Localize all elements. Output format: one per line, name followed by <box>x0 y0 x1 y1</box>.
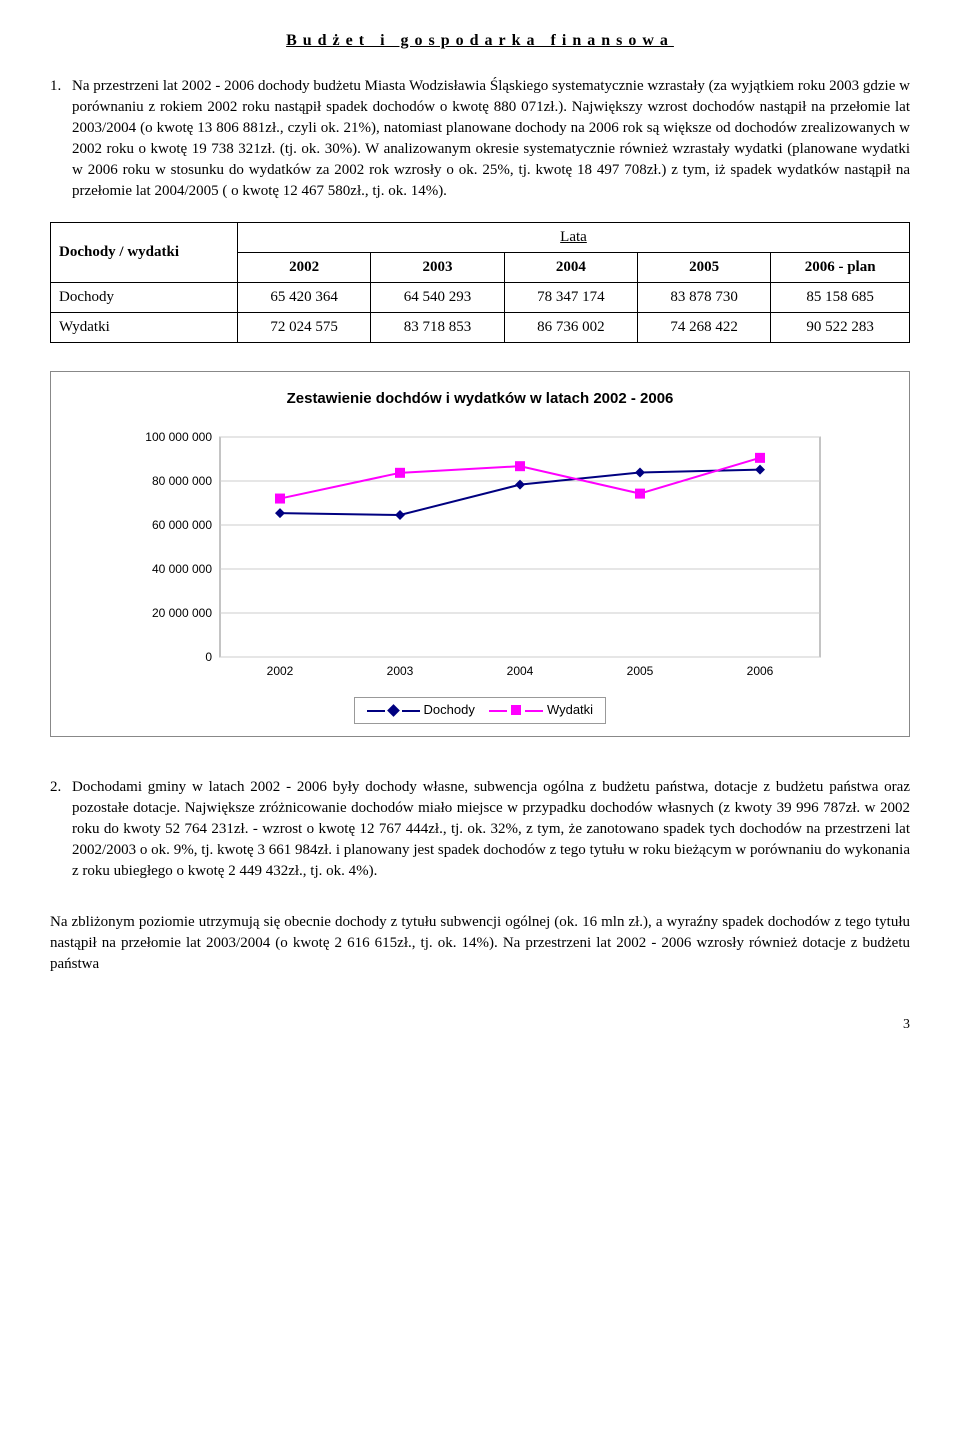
cell: 72 024 575 <box>238 313 371 343</box>
legend-line-dochody <box>402 710 420 712</box>
table-header-row-1: Dochody / wydatki Lata <box>51 223 910 253</box>
svg-text:60 000 000: 60 000 000 <box>152 518 212 532</box>
cell: 83 718 853 <box>371 313 504 343</box>
year-col: 2006 - plan <box>771 253 910 283</box>
cell: 64 540 293 <box>371 283 504 313</box>
row-label: Dochody <box>51 283 238 313</box>
list-number-1: 1. <box>50 76 72 202</box>
legend-label-dochody: Dochody <box>424 702 475 717</box>
diamond-icon <box>387 704 400 717</box>
square-icon <box>511 705 521 715</box>
svg-text:2002: 2002 <box>267 664 294 678</box>
cell: 85 158 685 <box>771 283 910 313</box>
year-col: 2004 <box>504 253 637 283</box>
table-lata-header: Lata <box>238 223 910 253</box>
svg-text:0: 0 <box>205 650 212 664</box>
cell: 90 522 283 <box>771 313 910 343</box>
year-col: 2002 <box>238 253 371 283</box>
page-number: 3 <box>50 1015 910 1035</box>
paragraph-1-text: Na przestrzeni lat 2002 - 2006 dochody b… <box>72 76 910 202</box>
table-row: Dochody 65 420 364 64 540 293 78 347 174… <box>51 283 910 313</box>
row-label: Wydatki <box>51 313 238 343</box>
svg-text:100 000 000: 100 000 000 <box>145 430 212 444</box>
svg-text:80 000 000: 80 000 000 <box>152 474 212 488</box>
cell: 86 736 002 <box>504 313 637 343</box>
svg-text:40 000 000: 40 000 000 <box>152 562 212 576</box>
table-header-label: Dochody / wydatki <box>51 223 238 283</box>
data-table: Dochody / wydatki Lata 2002 2003 2004 20… <box>50 222 910 343</box>
list-number-2: 2. <box>50 777 72 882</box>
cell: 74 268 422 <box>637 313 770 343</box>
legend-line-wydatki <box>525 710 543 712</box>
paragraph-1: 1. Na przestrzeni lat 2002 - 2006 dochod… <box>50 76 910 202</box>
legend-line-wydatki <box>489 710 507 712</box>
year-col: 2003 <box>371 253 504 283</box>
line-chart: 0 20 000 000 40 000 000 60 000 000 80 000 00… <box>120 427 840 687</box>
legend-line-dochody <box>367 710 385 712</box>
svg-text:20 000 000: 20 000 000 <box>152 606 212 620</box>
cell: 65 420 364 <box>238 283 371 313</box>
paragraph-3: Na zbliżonym poziomie utrzymują się obec… <box>50 912 910 975</box>
legend-label-wydatki: Wydatki <box>547 702 593 717</box>
paragraph-2-text: Dochodami gminy w latach 2002 - 2006 był… <box>72 777 910 882</box>
cell: 83 878 730 <box>637 283 770 313</box>
paragraph-2: 2. Dochodami gminy w latach 2002 - 2006 … <box>50 777 910 882</box>
chart-title: Zestawienie dochdów i wydatków w latach … <box>71 388 889 409</box>
cell: 78 347 174 <box>504 283 637 313</box>
year-col: 2005 <box>637 253 770 283</box>
svg-text:2003: 2003 <box>387 664 414 678</box>
page-title: Budżet i gospodarka finansowa <box>50 30 910 52</box>
svg-text:2006: 2006 <box>747 664 774 678</box>
chart-container: Zestawienie dochdów i wydatków w latach … <box>50 371 910 736</box>
svg-text:2005: 2005 <box>627 664 654 678</box>
table-row: Wydatki 72 024 575 83 718 853 86 736 002… <box>51 313 910 343</box>
chart-legend: Dochody Wydatki <box>354 697 606 723</box>
svg-text:2004: 2004 <box>507 664 534 678</box>
